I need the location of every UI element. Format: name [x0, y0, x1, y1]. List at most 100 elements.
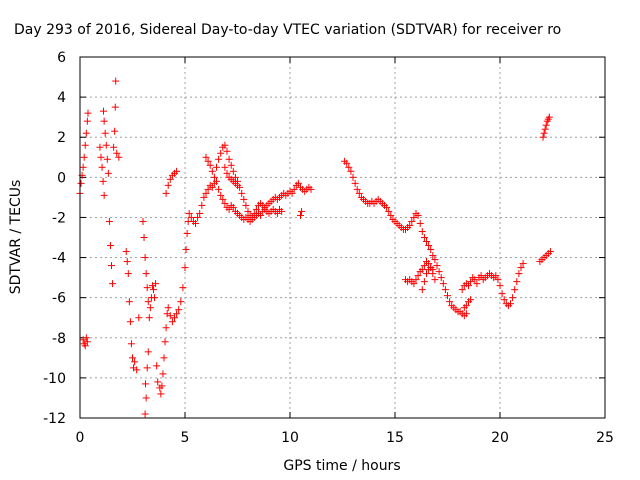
data-point — [242, 201, 250, 209]
data-point — [542, 121, 550, 129]
data-point — [539, 133, 547, 141]
data-point — [96, 143, 104, 151]
data-point — [492, 272, 500, 280]
x-tick-label: 0 — [76, 430, 85, 446]
data-point — [231, 173, 239, 181]
data-point — [129, 354, 136, 362]
data-point — [183, 229, 191, 237]
data-point — [410, 213, 418, 221]
data-point — [146, 304, 154, 312]
data-point — [223, 147, 231, 155]
data-point — [103, 155, 111, 163]
data-point — [513, 278, 521, 286]
y-tick-label: 0 — [57, 170, 66, 186]
data-point — [418, 286, 426, 294]
data-point — [221, 199, 229, 207]
data-point — [141, 410, 149, 418]
data-point — [227, 161, 235, 169]
data-point — [111, 103, 119, 111]
data-points — [76, 77, 554, 418]
data-point — [414, 211, 422, 219]
data-point — [127, 340, 135, 348]
data-point — [157, 390, 165, 398]
data-point — [102, 141, 110, 149]
data-point — [540, 129, 548, 137]
data-point — [185, 209, 193, 217]
data-point — [477, 272, 485, 280]
data-point — [196, 209, 204, 217]
data-point — [152, 280, 160, 288]
data-point — [206, 161, 214, 169]
data-point — [111, 127, 119, 135]
data-point — [110, 143, 118, 151]
data-point — [225, 155, 233, 163]
data-point — [509, 294, 517, 302]
data-point — [408, 217, 416, 225]
x-tick-label: 15 — [386, 430, 404, 446]
data-point — [420, 234, 428, 241]
data-point — [496, 282, 504, 290]
data-point — [431, 276, 439, 284]
data-point — [101, 129, 109, 137]
data-point — [177, 298, 185, 306]
data-point — [248, 213, 256, 221]
data-point — [223, 169, 231, 177]
data-point — [294, 179, 302, 187]
data-point — [351, 179, 359, 187]
y-tick-label: -2 — [52, 210, 66, 226]
data-point — [217, 191, 225, 199]
data-point — [153, 362, 161, 370]
data-point — [427, 246, 435, 254]
data-point — [383, 203, 391, 211]
data-point — [238, 189, 246, 197]
data-point — [257, 211, 265, 219]
data-point — [139, 217, 147, 225]
data-point — [519, 260, 527, 268]
y-tick-label: 2 — [57, 130, 66, 146]
data-point — [416, 219, 424, 227]
data-point — [125, 298, 133, 306]
data-point — [298, 207, 306, 215]
data-point — [202, 189, 210, 197]
data-point — [182, 246, 190, 254]
data-point — [84, 109, 92, 117]
data-point — [204, 157, 212, 165]
data-point — [164, 181, 172, 189]
data-point — [79, 163, 87, 171]
data-point — [462, 310, 470, 318]
data-point — [160, 354, 168, 362]
y-tick-label: -6 — [52, 291, 66, 307]
data-point — [500, 296, 508, 304]
data-point — [215, 185, 223, 193]
data-point — [345, 163, 353, 171]
data-point — [99, 177, 107, 185]
data-point — [234, 181, 241, 189]
data-point — [175, 306, 183, 314]
data-point — [429, 266, 437, 274]
data-point — [307, 185, 315, 193]
plot-frame — [79, 56, 606, 419]
data-point — [150, 286, 157, 294]
data-point — [151, 294, 159, 302]
data-point — [204, 185, 212, 193]
data-point — [179, 284, 187, 292]
x-tick-label: 5 — [181, 430, 190, 446]
data-point — [423, 238, 430, 246]
data-point — [217, 149, 225, 157]
y-tick-label: 6 — [57, 50, 66, 66]
data-point — [387, 211, 395, 219]
data-point — [515, 270, 523, 278]
y-tick-label: -8 — [52, 331, 66, 347]
data-point — [166, 312, 174, 320]
data-point — [494, 276, 502, 284]
data-point — [144, 348, 152, 356]
data-point — [290, 185, 298, 193]
data-point — [517, 264, 525, 272]
data-point — [192, 219, 199, 227]
data-point — [161, 338, 169, 346]
data-point — [273, 209, 281, 217]
data-point — [106, 242, 114, 250]
data-point — [418, 266, 426, 274]
data-point — [171, 314, 178, 322]
data-point — [81, 342, 89, 350]
